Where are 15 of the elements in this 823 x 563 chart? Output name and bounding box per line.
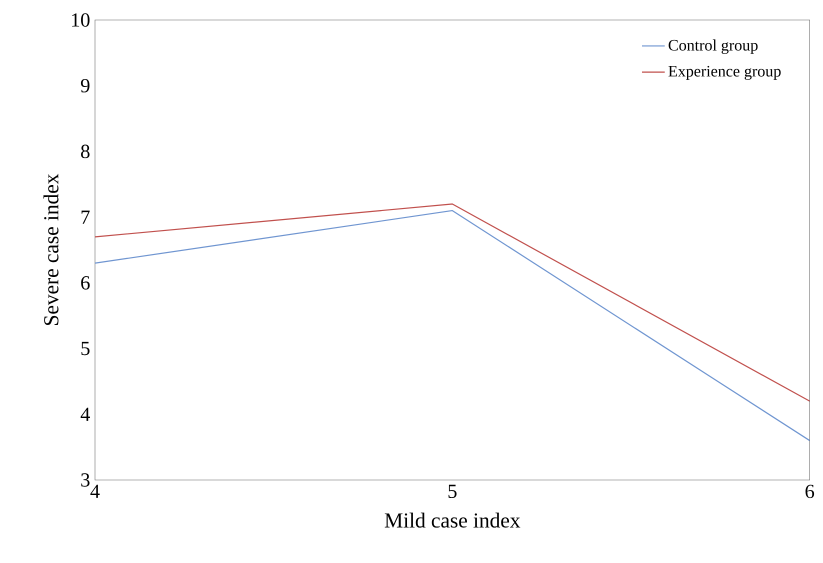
x-tick-label: 5 xyxy=(448,484,457,498)
y-tick-label: 6 xyxy=(81,276,90,290)
y-tick-label: 10 xyxy=(72,13,90,27)
y-tick-label: 7 xyxy=(82,210,90,224)
y-tick-label: 9 xyxy=(80,79,90,92)
x-tick-label: 4 xyxy=(90,484,100,498)
y-tick-label: 5 xyxy=(81,342,90,356)
y-axis-title: Severe case index xyxy=(43,174,58,325)
y-tick-label: 3 xyxy=(81,473,90,487)
x-tick-label: 6 xyxy=(806,484,814,498)
legend-label: Experience group xyxy=(668,66,781,80)
y-tick-label: 8 xyxy=(81,144,90,158)
legend-label: Control group xyxy=(668,39,758,54)
y-tick-label: 4 xyxy=(80,408,90,421)
x-axis-title: Mild case index xyxy=(384,512,520,528)
